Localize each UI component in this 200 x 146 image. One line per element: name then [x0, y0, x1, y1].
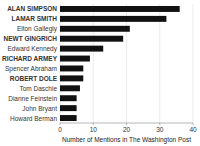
x-tick-label: 40: [189, 126, 197, 133]
grid-line: [93, 4, 94, 123]
x-tick-label: 20: [123, 126, 131, 133]
grid-line: [193, 4, 194, 123]
category-label: Edward Kennedy: [7, 45, 57, 53]
x-tick-label: 30: [156, 126, 164, 133]
x-axis-line: [60, 123, 193, 124]
category-label: Tom Daschle: [19, 85, 57, 92]
bar: [60, 56, 90, 62]
bar: [60, 26, 130, 32]
bar: [60, 115, 77, 121]
bars: [60, 6, 180, 121]
category-label: ALAN SIMPSON: [7, 5, 57, 12]
category-label: Dianne Feinstein: [8, 95, 57, 102]
x-tick-label: 10: [90, 126, 98, 133]
bar: [60, 46, 103, 52]
category-label: Elton Gallegly: [17, 25, 58, 33]
bar: [60, 6, 180, 12]
category-label: Howard Berman: [10, 115, 57, 122]
category-label: LAMAR SMITH: [12, 15, 58, 22]
bar: [60, 65, 83, 71]
category-label: ROBERT DOLE: [10, 75, 58, 82]
chart-container: Howard Berman John Bryant Dianne Feinstein…: [0, 0, 200, 146]
grid-line: [159, 4, 160, 123]
x-axis-label: Number of Mentions in The Washington Pos…: [62, 136, 191, 144]
bar: [60, 105, 77, 111]
background: [0, 0, 200, 146]
y-tick-labels: Howard Berman John Bryant Dianne Feinstein…: [2, 5, 58, 121]
bar: [60, 85, 80, 91]
bar: [60, 95, 77, 101]
x-ticks: 0 10 20 30 40: [58, 123, 197, 133]
chart: Howard Berman John Bryant Dianne Feinstein…: [0, 0, 200, 146]
bar: [60, 16, 166, 22]
category-label: John Bryant: [22, 105, 57, 113]
category-label: Spencer Abraham: [5, 65, 57, 73]
bar: [60, 75, 83, 81]
grid-line: [126, 4, 127, 123]
category-label: RICHARD ARMEY: [2, 55, 58, 62]
category-label: NEWT GINGRICH: [4, 35, 58, 42]
x-tick-label: 0: [58, 126, 62, 133]
bar: [60, 36, 123, 42]
grid: [60, 4, 193, 123]
